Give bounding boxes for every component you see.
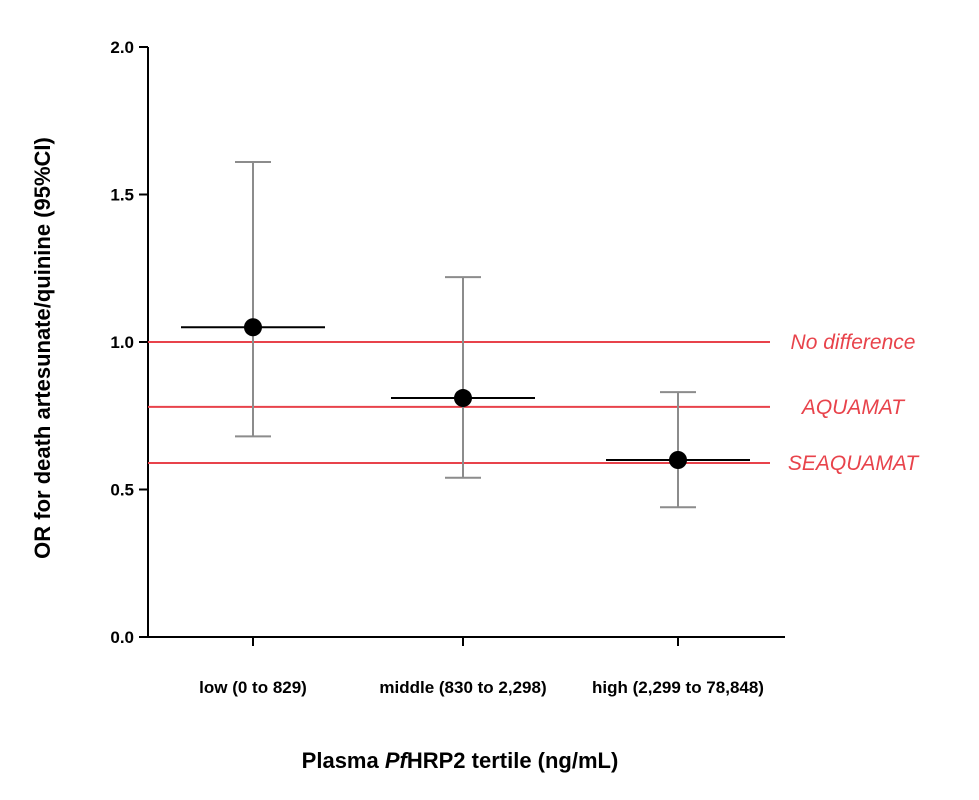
y-axis: 0.0 0.5 1.0 1.5 2.0 [110, 38, 149, 647]
x-axis-title-suffix: HRP2 tertile (ng/mL) [407, 748, 618, 773]
y-tick-label: 0.0 [110, 628, 134, 647]
data-marks [181, 161, 750, 509]
x-axis-title: Plasma PfHRP2 tertile (ng/mL) [302, 748, 619, 773]
x-axis-title-italic: Pf [385, 748, 410, 773]
y-tick-label: 1.0 [110, 333, 134, 352]
y-tick-label: 0.5 [110, 481, 134, 500]
y-axis-title: OR for death artesunate/quinine (95%CI) [30, 137, 55, 559]
x-tick-label: low (0 to 829) [199, 678, 307, 697]
data-point [454, 389, 472, 408]
x-tick-label: middle (830 to 2,298) [379, 678, 546, 697]
reference-lines: No difference AQUAMAT SEAQUAMAT [148, 331, 920, 475]
y-tick-label: 2.0 [110, 38, 134, 57]
x-axis-title-prefix: Plasma [302, 748, 385, 773]
x-axis: low (0 to 829) middle (830 to 2,298) high … [148, 636, 785, 697]
reference-line-label: No difference [791, 331, 916, 354]
x-tick-label: high (2,299 to 78,848) [592, 678, 764, 697]
data-point [669, 451, 687, 469]
reference-line-label: AQUAMAT [800, 396, 906, 419]
reference-line-label: SEAQUAMAT [788, 452, 920, 475]
y-tick-label: 1.5 [110, 186, 134, 205]
data-point [244, 318, 262, 337]
